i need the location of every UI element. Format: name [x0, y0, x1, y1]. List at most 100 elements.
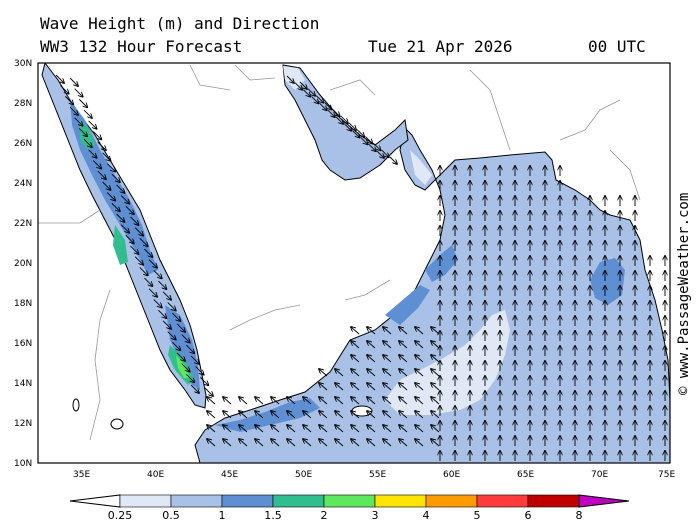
wave-arrow [286, 75, 294, 83]
wave-arrow [343, 123, 351, 131]
wave-arrow [431, 411, 440, 419]
wave-arrow [176, 352, 185, 361]
legend-swatch [272, 494, 325, 508]
calm-zone-oman [410, 150, 432, 185]
wave-arrow [255, 397, 264, 405]
wave-arrow [415, 425, 424, 433]
wave-arrow [399, 355, 408, 363]
wave-arrow [399, 341, 408, 349]
wave-arrow [415, 397, 424, 405]
wave-arrow [195, 366, 204, 375]
wave-arrow [367, 369, 376, 377]
wave-arrow [368, 143, 376, 151]
wave-arrow [158, 280, 166, 289]
wave-arrow [153, 299, 162, 307]
wave-arrow [319, 397, 328, 405]
legend-swatch [374, 494, 427, 508]
longitude-labels: 35E 40E 45E 50E 55E 60E 65E 70E 75E [73, 470, 675, 480]
wave-arrow [69, 106, 78, 115]
wave-arrow [327, 109, 335, 117]
wave-arrow [287, 425, 296, 433]
wave-arrow [351, 341, 360, 349]
wave-arrow [383, 383, 392, 391]
wave-arrow [319, 102, 327, 110]
legend-low-arrow [69, 494, 121, 508]
wave-arrow [287, 439, 296, 447]
wave-arrow [74, 88, 83, 97]
wave-arrow [431, 355, 440, 363]
wave-arrow [303, 89, 310, 97]
forecast-date: Tue 21 Apr 2026 [368, 37, 513, 56]
wave-arrow [271, 425, 280, 433]
wave-arrow [351, 425, 360, 433]
wave-arrow [360, 137, 368, 144]
legend-label: 6 [525, 509, 532, 522]
legend-swatch [119, 494, 172, 508]
wave-arrow [351, 411, 360, 419]
lat-label: 10N [14, 459, 32, 469]
wave-arrow [92, 160, 101, 169]
wave-arrow [92, 131, 101, 139]
wave-arrow [78, 128, 87, 136]
wave-arrow [239, 397, 248, 405]
wave-arrow [55, 74, 64, 83]
wave-arrow [116, 213, 125, 222]
lat-label: 24N [14, 179, 32, 189]
wave-arrow [415, 355, 424, 363]
island [72, 398, 80, 412]
wave-arrow [204, 387, 213, 396]
lat-label: 14N [14, 379, 32, 389]
wave-arrow [351, 439, 360, 447]
legend-label: 1.5 [264, 509, 282, 522]
wave-arrow [415, 369, 424, 377]
wave-arrow [319, 439, 328, 447]
legend-swatch [476, 494, 529, 508]
wave-arrow [399, 411, 408, 419]
wave-arrow [88, 120, 97, 129]
lon-label: 45E [221, 470, 238, 480]
wave-arrow [351, 327, 360, 335]
wave-arrow [186, 344, 194, 353]
wave-arrow [88, 149, 97, 158]
wave-arrow [111, 173, 120, 182]
wave-arrow [399, 327, 408, 335]
wave-arrow [399, 369, 408, 377]
forecast-subtitle: WW3 132 Hour Forecast [40, 37, 243, 56]
wave-arrow [415, 411, 424, 419]
wave-arrow [335, 411, 344, 419]
lon-label: 65E [517, 470, 534, 480]
lon-label: 60E [443, 470, 460, 480]
wave-arrow [78, 99, 87, 107]
wave-arrow [102, 181, 111, 190]
wave-arrow [97, 141, 106, 150]
wave-arrow [351, 383, 360, 391]
wave-arrow [223, 425, 232, 433]
wave-arrow [239, 439, 248, 447]
wave-arrow [383, 369, 392, 377]
wave-arrow [74, 117, 83, 126]
wave-arrow [367, 355, 376, 363]
legend-swatch [323, 494, 376, 508]
wave-arrow [69, 77, 78, 86]
wave-arrow [207, 439, 216, 447]
wave-arrow [335, 383, 344, 391]
wave-arrow [139, 238, 148, 246]
wave-arrow [207, 425, 216, 433]
lat-label: 18N [14, 299, 32, 309]
wave-arrow [319, 369, 328, 377]
wave-arrow [335, 397, 344, 405]
wave-arrow [181, 363, 190, 372]
wave-arrow [351, 397, 360, 405]
wave-arrow [207, 411, 216, 419]
peak-zone-mid [113, 225, 128, 265]
lon-label: 70E [591, 470, 608, 480]
wave-arrow [116, 184, 125, 193]
wave-arrow [186, 373, 194, 382]
wave-arrow [239, 411, 248, 419]
legend-label: 8 [576, 509, 583, 522]
wave-arrow [153, 270, 162, 278]
wave-arrow [60, 85, 69, 94]
wave-arrow [303, 425, 312, 433]
wave-arrow [415, 341, 424, 349]
legend-swatch [527, 494, 580, 508]
